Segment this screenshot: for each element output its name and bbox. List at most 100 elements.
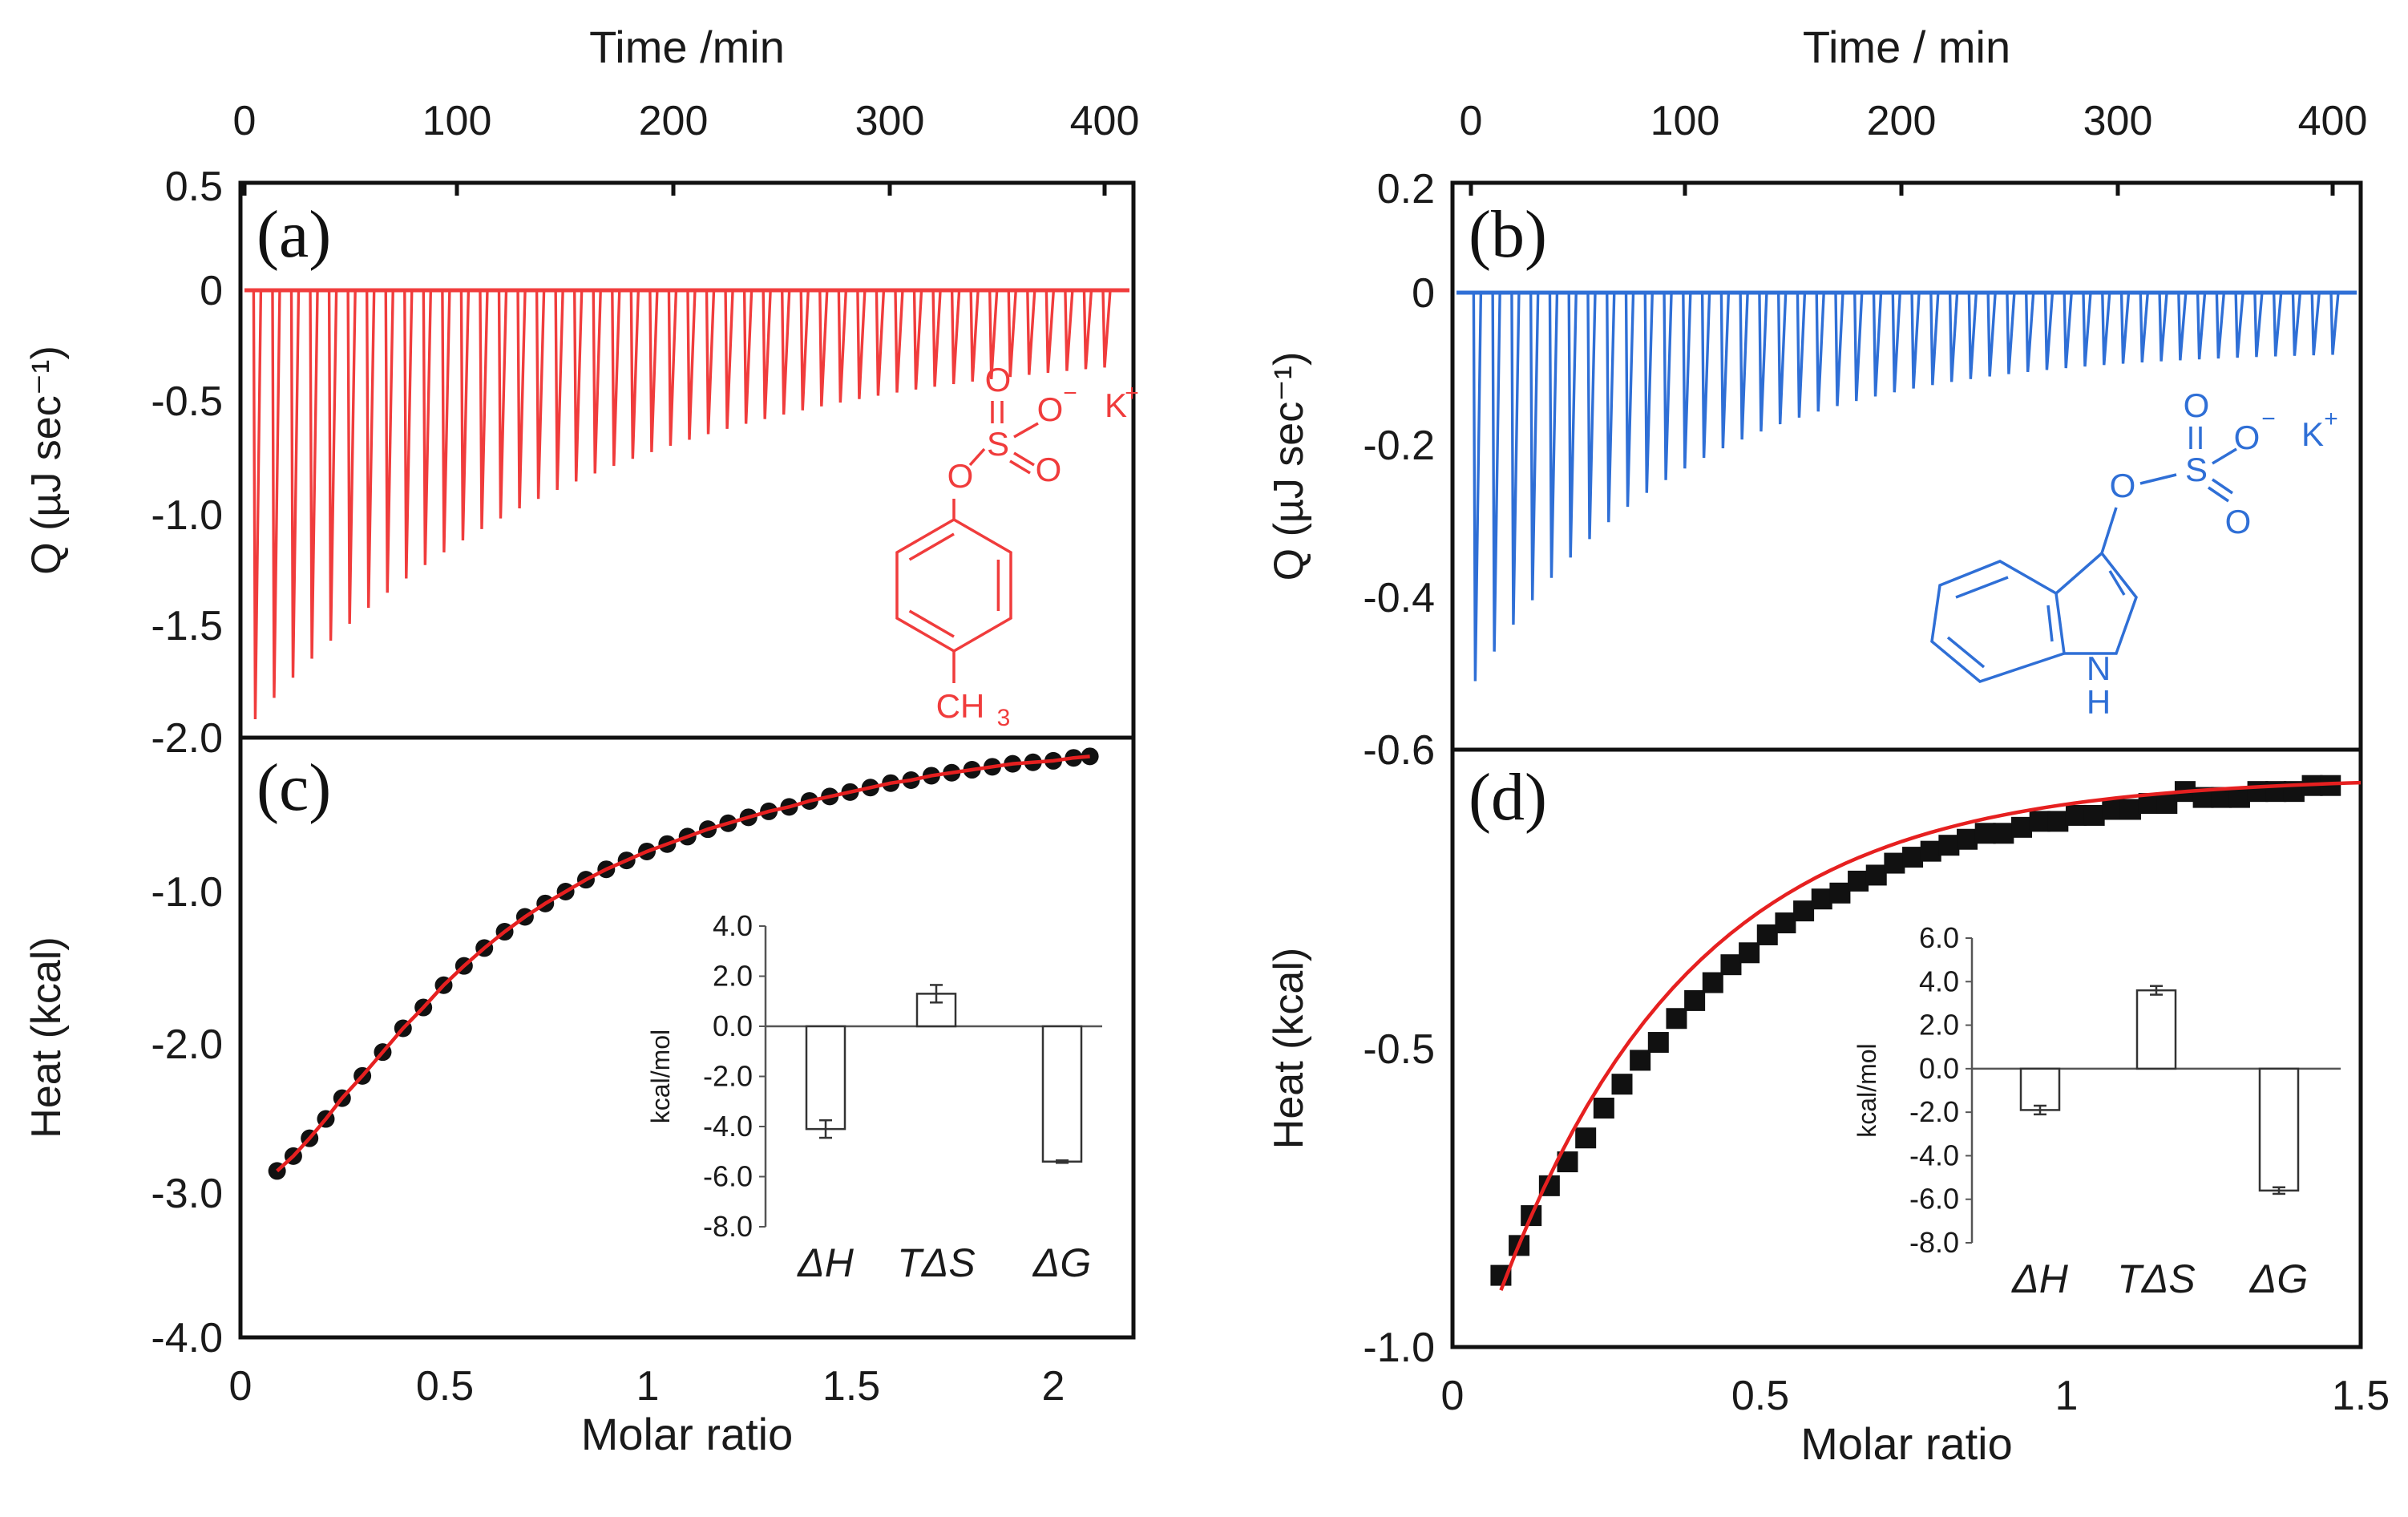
panel-letter: (d) (1469, 760, 1547, 835)
thermogram-peak (1026, 289, 1036, 375)
benzene-ring (1930, 560, 2065, 683)
structure-label: O (1036, 451, 1062, 488)
data-point (1684, 989, 1706, 1011)
thermogram-peak (1529, 292, 1540, 601)
data-point (1575, 1127, 1597, 1149)
thermogram-peak (2024, 292, 2035, 372)
thermogram-peak (2272, 292, 2283, 357)
thermogram-peak (441, 289, 451, 552)
bottom-y-tick-label: -1.0 (151, 869, 223, 916)
bond (968, 447, 986, 467)
bottom-y-tick-label: -0.5 (1363, 1026, 1435, 1073)
inset-bar-chart: 6.0 4.0 2.0 0.0 -2.0 -4.0 -6.0 -8.0 kcal/mol ΔH TΔ… (1852, 921, 2341, 1301)
thermogram-peak (1891, 292, 1901, 393)
thermogram-peak (479, 289, 489, 529)
panel-letter: (a) (257, 197, 331, 272)
inset-y-tick-label: -8.0 (703, 1210, 753, 1243)
thermogram-peak (686, 289, 697, 440)
data-point (2119, 799, 2141, 820)
thermogram-peak (950, 289, 961, 385)
thermogram-peak (1815, 292, 1825, 412)
thermogram-peak (611, 289, 621, 467)
structure-label: O (2225, 503, 2252, 540)
structure-label: + (1125, 380, 1139, 407)
data-point (2083, 804, 2105, 826)
thermogram-peak (1682, 292, 1692, 469)
thermogram-peak (856, 289, 867, 399)
bottom-y-tick-label: -2.0 (151, 1021, 223, 1068)
data-point (1775, 912, 1796, 934)
inset-category-label: TΔS (897, 1240, 975, 1285)
bottom-x-tick-label: 0.5 (1731, 1373, 1789, 1419)
inset-y-tick-label: 2.0 (1919, 1009, 1959, 1042)
inset-bar (1041, 1025, 1083, 1163)
structure-label: O (2234, 419, 2261, 456)
thermogram-peak (1007, 289, 1017, 378)
thermogram-peak (2006, 292, 2016, 374)
thermogram-peak (1663, 292, 1673, 480)
fit-curve (276, 754, 1090, 1173)
thermogram-peak (516, 289, 527, 509)
inset-bar (2135, 989, 2177, 1070)
bond (2208, 486, 2229, 503)
bond (2212, 447, 2237, 465)
data-point (2011, 816, 2033, 838)
thermogram-peak (2310, 292, 2321, 356)
thermogram-peak (1719, 292, 1731, 449)
thermogram-peak (1082, 289, 1093, 370)
thermogram-peak (422, 289, 433, 565)
thermogram-peak (309, 289, 319, 659)
thermogram-peak (988, 289, 999, 380)
chemical-structure (1930, 427, 2237, 683)
data-point (1884, 852, 1905, 874)
thermogram-peak (2063, 292, 2073, 369)
top-axis-title: Time /min (589, 22, 785, 72)
thermogram-peak (1776, 292, 1788, 425)
thermogram-peak (762, 289, 772, 419)
thermogram-peak (1834, 292, 1844, 407)
data-point (1811, 888, 1832, 910)
bond (1013, 422, 1039, 439)
thermogram-peak (1643, 292, 1654, 493)
thermogram-series (244, 288, 1129, 720)
inset-bar (805, 1025, 846, 1131)
thermogram-peak (1624, 292, 1635, 508)
data-point (1993, 823, 2014, 844)
data-point (1756, 924, 1778, 945)
inset-y-tick-label: 4.0 (713, 909, 753, 942)
thermogram-peak (2158, 292, 2168, 362)
top-x-tick-label: 400 (2298, 98, 2368, 144)
thermogram-peak (2196, 292, 2207, 360)
inset-y-tick-label: -6.0 (703, 1160, 753, 1193)
thermogram-peak (1948, 292, 1959, 382)
thermogram-peak (1044, 289, 1056, 374)
thermogram-peak (2215, 292, 2226, 359)
thermogram-peak (1586, 292, 1597, 540)
thermogram-peak (931, 289, 942, 387)
thermogram-series (1457, 290, 2357, 682)
inset-y-tick-label: 4.0 (1919, 965, 1959, 997)
thermogram-peak (2253, 292, 2264, 358)
thermogram-peak (327, 289, 338, 641)
bottom-x-axis-label: Molar ratio (1800, 1418, 2013, 1469)
thermogram-peak (875, 289, 886, 396)
top-x-tick-label: 0 (233, 98, 257, 144)
structure-label: N (2087, 649, 2111, 687)
isotherm-series (268, 747, 1099, 1180)
bottom-plot-frame (238, 735, 1136, 1340)
bond (2100, 507, 2118, 554)
bottom-plot-frame (1450, 747, 2363, 1349)
structure-label: O (985, 361, 1012, 398)
thermogram-peak (894, 289, 904, 393)
inset-y-tick-label: -4.0 (1909, 1139, 1959, 1171)
data-point (2247, 781, 2269, 803)
data-point (2029, 811, 2050, 832)
top-y-tick-label: -1.0 (151, 492, 223, 539)
thermogram-peak (2291, 292, 2302, 356)
bottom-x-tick-label: 0 (229, 1363, 253, 1410)
inset-bar-chart: 4.0 2.0 0.0 -2.0 -4.0 -6.0 -8.0 kcal/mol ΔH TΔS ΔG (646, 909, 1102, 1285)
bottom-x-tick-label: 1.5 (822, 1363, 880, 1410)
fit-curve (1499, 780, 2362, 1292)
inset-y-tick-label: -8.0 (1909, 1226, 1959, 1259)
data-point (1593, 1098, 1614, 1119)
